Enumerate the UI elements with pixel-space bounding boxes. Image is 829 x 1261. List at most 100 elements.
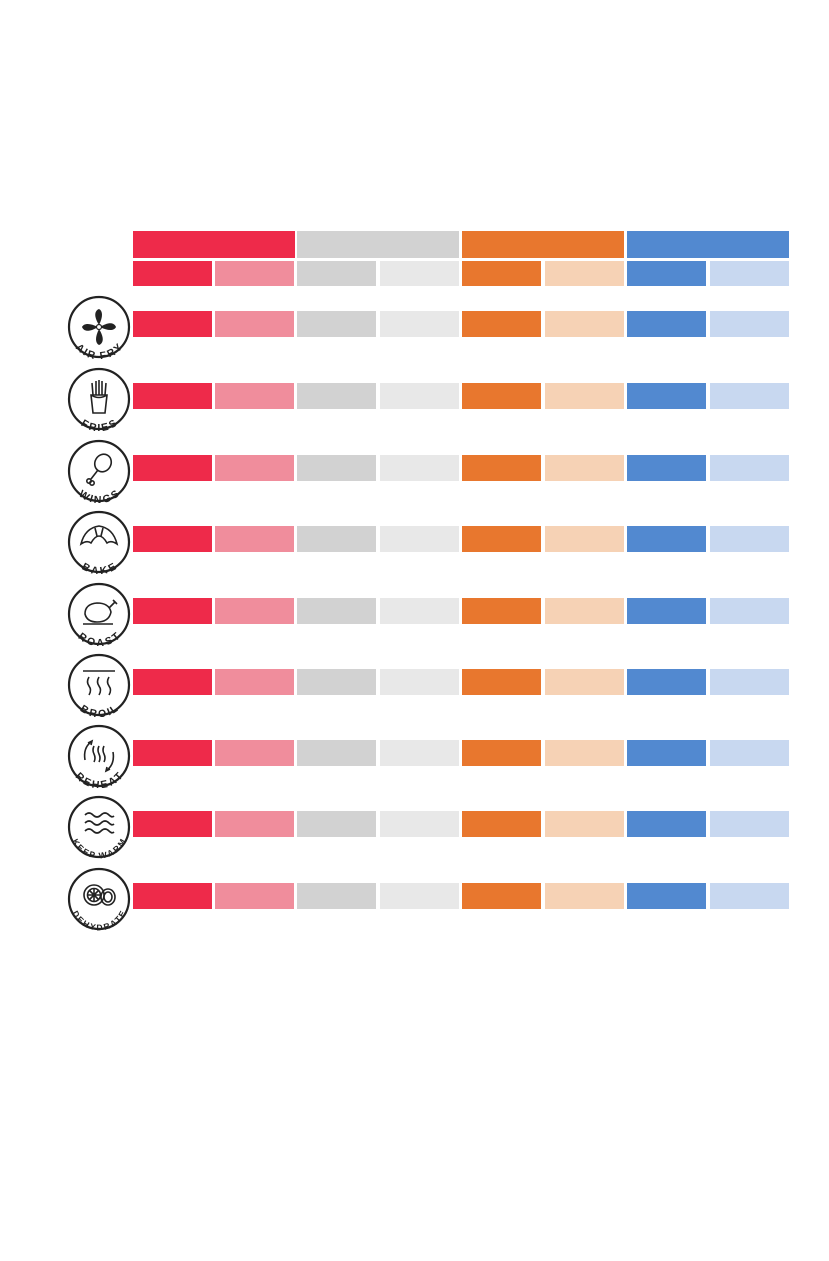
svg-text:WINGS: WINGS (77, 488, 122, 503)
table-cell (380, 598, 459, 624)
warm-waves-icon: KEEP WARM (67, 795, 131, 859)
table-cell (627, 598, 706, 624)
sub-header-red-light (215, 261, 294, 286)
table-cell (133, 311, 212, 337)
table-cell (215, 455, 294, 481)
reheat-icon: REHEAT (67, 724, 131, 788)
table-cell (215, 311, 294, 337)
table-cell (133, 455, 212, 481)
table-cell (297, 311, 376, 337)
table-cell (133, 526, 212, 552)
fan-icon: AIR FRY (67, 295, 131, 359)
dried-fruit-icon: DEHYDRATE (67, 867, 131, 931)
table-cell (297, 811, 376, 837)
row-label: WINGS (77, 488, 122, 503)
group-header-gray (297, 231, 459, 258)
table-cell (380, 883, 459, 909)
row-icon-badge: BROIL (67, 653, 131, 717)
table-cell (215, 383, 294, 409)
sub-header-gray (297, 261, 376, 286)
table-cell (545, 311, 624, 337)
sub-header-orange (462, 261, 541, 286)
table-cell (297, 383, 376, 409)
row-icon-badge: AIR FRY (67, 295, 131, 359)
group-header-orange (462, 231, 624, 258)
table-cell (710, 455, 789, 481)
table-cell (215, 526, 294, 552)
table-cell (710, 740, 789, 766)
table-cell (627, 740, 706, 766)
svg-text:ROAST: ROAST (76, 630, 123, 646)
croissant-icon: BAKE (67, 510, 131, 574)
table-cell (627, 811, 706, 837)
table-cell (215, 811, 294, 837)
table-cell (133, 883, 212, 909)
table-cell (380, 740, 459, 766)
table-cell (215, 669, 294, 695)
table-cell (710, 311, 789, 337)
sub-header-red (133, 261, 212, 286)
row-icon-badge: BAKE (67, 510, 131, 574)
sub-header-blue-light (710, 261, 789, 286)
sub-header-gray-light (380, 261, 459, 286)
roast-chicken-icon: ROAST (67, 582, 131, 646)
drumstick-icon: WINGS (67, 439, 131, 503)
table-cell (545, 811, 624, 837)
row-icon-badge: ROAST (67, 582, 131, 646)
table-cell (710, 526, 789, 552)
sub-header-blue (627, 261, 706, 286)
table-cell (627, 526, 706, 552)
table-cell (380, 311, 459, 337)
table-cell (545, 740, 624, 766)
table-cell (380, 811, 459, 837)
table-cell (627, 383, 706, 409)
table-cell (215, 740, 294, 766)
row-label: ROAST (76, 630, 123, 646)
table-cell (380, 383, 459, 409)
table-cell (545, 598, 624, 624)
table-cell (462, 669, 541, 695)
table-cell (133, 598, 212, 624)
table-cell (462, 883, 541, 909)
table-cell (462, 383, 541, 409)
table-cell (297, 598, 376, 624)
group-header-blue (627, 231, 789, 258)
table-cell (133, 811, 212, 837)
table-cell (297, 740, 376, 766)
table-cell (380, 455, 459, 481)
group-header-red (133, 231, 295, 258)
table-cell (297, 455, 376, 481)
table-cell (297, 526, 376, 552)
table-cell (710, 598, 789, 624)
table-cell (462, 526, 541, 552)
table-cell (133, 383, 212, 409)
row-icon-badge: DEHYDRATE (67, 867, 131, 931)
table-cell (627, 455, 706, 481)
table-cell (710, 669, 789, 695)
table-cell (133, 669, 212, 695)
table-cell (627, 311, 706, 337)
table-cell (627, 883, 706, 909)
row-icon-badge: KEEP WARM (67, 795, 131, 859)
heat-waves-icon: BROIL (67, 653, 131, 717)
table-cell (380, 669, 459, 695)
table-cell (462, 740, 541, 766)
row-icon-badge: REHEAT (67, 724, 131, 788)
table-cell (297, 669, 376, 695)
fries-icon: FRIES (67, 367, 131, 431)
table-cell (545, 383, 624, 409)
table-cell (133, 740, 212, 766)
table-cell (710, 883, 789, 909)
table-cell (545, 526, 624, 552)
table-cell (462, 598, 541, 624)
table-cell (462, 455, 541, 481)
table-cell (215, 883, 294, 909)
table-cell (710, 383, 789, 409)
table-cell (462, 811, 541, 837)
table-cell (462, 311, 541, 337)
sub-header-orange-light (545, 261, 624, 286)
table-cell (545, 455, 624, 481)
row-icon-badge: WINGS (67, 439, 131, 503)
table-cell (710, 811, 789, 837)
table-cell (380, 526, 459, 552)
